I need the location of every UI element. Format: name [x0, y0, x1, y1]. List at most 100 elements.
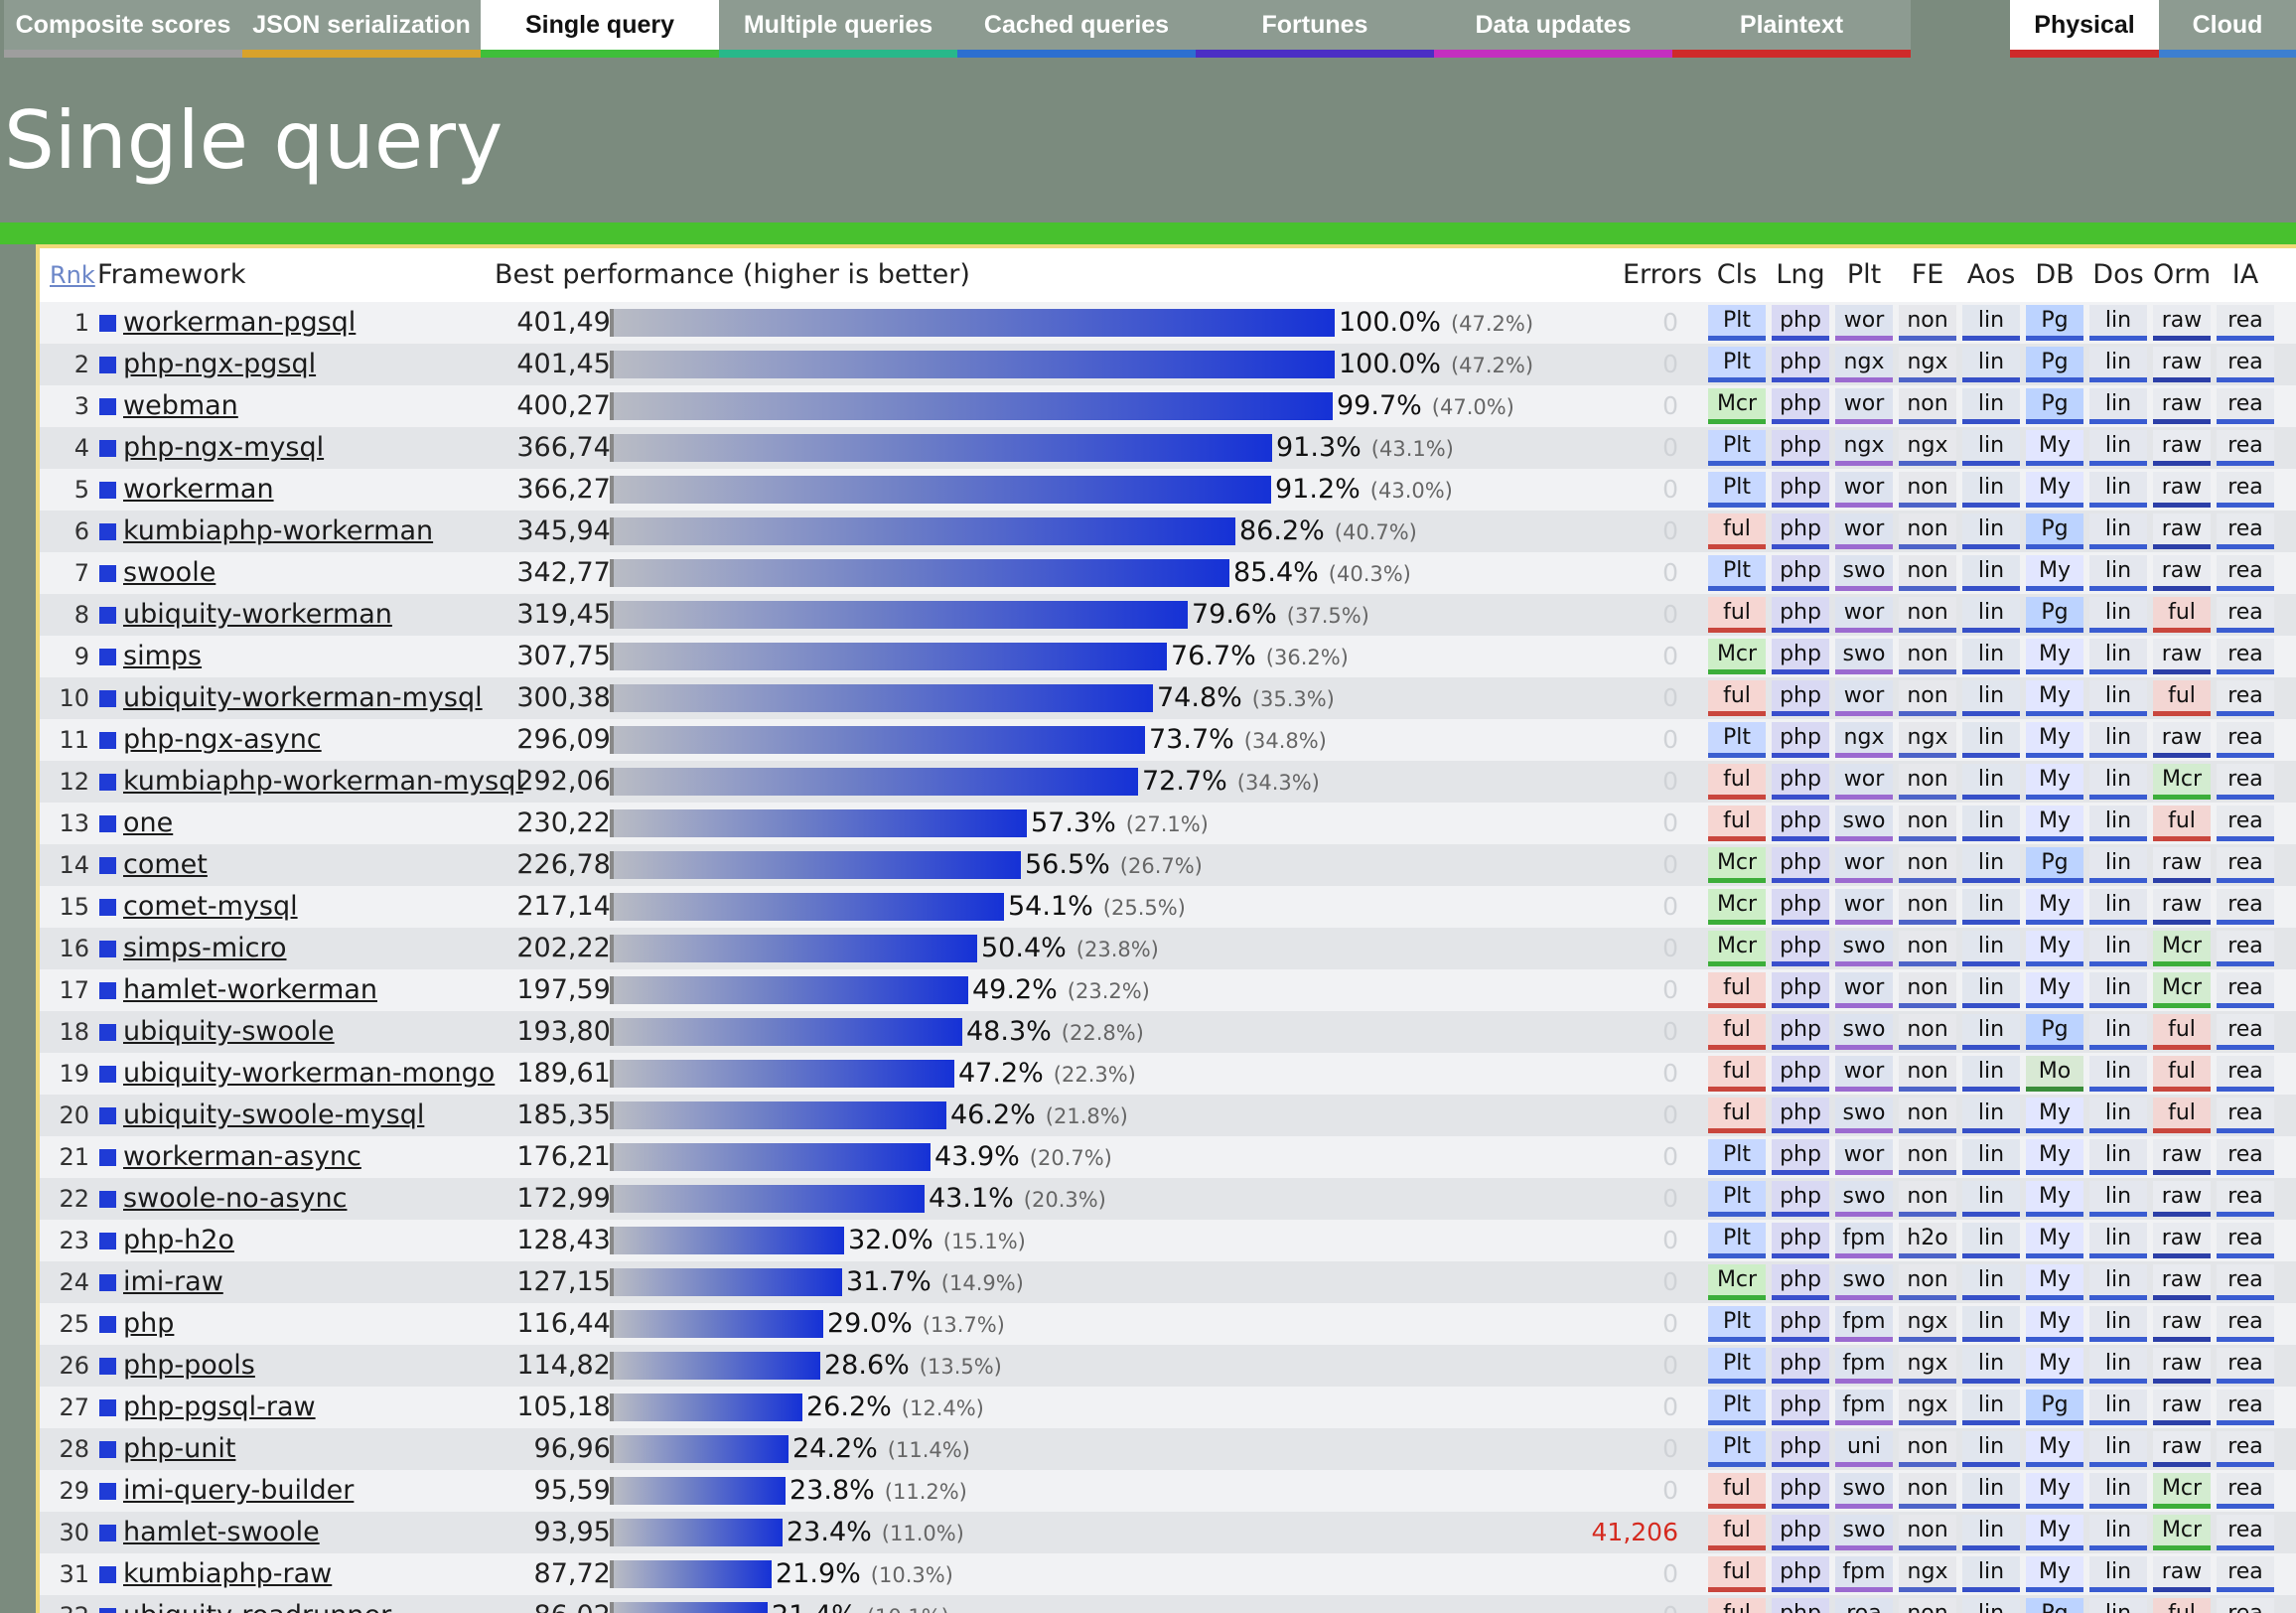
fe-tag: h2o	[1899, 1223, 1956, 1258]
framework-link[interactable]: php-pools	[123, 1350, 255, 1381]
performance-label: 23.8% (11.2%)	[789, 1470, 967, 1512]
framework-link[interactable]: kumbiaphp-workerman	[123, 515, 434, 546]
performance-label: 57.3% (27.1%)	[1031, 803, 1209, 844]
rank-cell: 5	[73, 476, 89, 504]
framework-link[interactable]: one	[123, 807, 174, 838]
tab-composite-scores[interactable]: Composite scores	[4, 0, 242, 58]
tab-json-serialization[interactable]: JSON serialization	[242, 0, 481, 58]
framework-link[interactable]: kumbiaphp-raw	[123, 1558, 333, 1589]
framework-link[interactable]: hamlet-swoole	[123, 1517, 320, 1547]
fe-tag: non	[1899, 764, 1956, 800]
fe-tag: non	[1899, 1473, 1956, 1509]
framework-link[interactable]: ubiquity-swoole-mysql	[123, 1100, 425, 1130]
errors-cell: 41,206	[1591, 1518, 1678, 1546]
plt-tag: swo	[1835, 555, 1893, 591]
performance-bar	[610, 726, 1145, 754]
framework-link[interactable]: ubiquity-swoole	[123, 1016, 335, 1047]
framework-link[interactable]: comet-mysql	[123, 891, 298, 922]
fe-tag: ngx	[1899, 1348, 1956, 1384]
framework-link[interactable]: hamlet-workerman	[123, 974, 377, 1005]
cls-tag: Plt	[1708, 430, 1766, 466]
lng-tag: php	[1772, 847, 1829, 883]
percent-of-best: 85.4%	[1233, 557, 1319, 588]
framework-link[interactable]: imi-raw	[123, 1266, 223, 1297]
performance-bar	[610, 517, 1235, 545]
performance-bar	[610, 1477, 786, 1505]
tab-single-query[interactable]: Single query	[481, 0, 719, 58]
rps-value: 87,729	[533, 1558, 628, 1589]
orm-tag: ful	[2153, 1598, 2211, 1613]
db-tag: My	[2026, 1473, 2083, 1509]
framework-link[interactable]: workerman-async	[123, 1141, 361, 1172]
aos-tag: lin	[1962, 1098, 2020, 1133]
framework-link[interactable]: simps	[123, 641, 203, 671]
framework-color-swatch	[99, 1608, 116, 1613]
performance-bar	[610, 1227, 844, 1254]
lng-tag: php	[1772, 680, 1829, 716]
tab-plaintext[interactable]: Plaintext	[1672, 0, 1911, 58]
framework-link[interactable]: php-ngx-mysql	[123, 432, 325, 463]
rps-value: 202,227	[516, 933, 628, 963]
errors-cell: 0	[1662, 767, 1678, 796]
framework-link[interactable]: webman	[123, 390, 238, 421]
framework-link[interactable]: imi-query-builder	[123, 1475, 355, 1506]
framework-link[interactable]: php	[123, 1308, 175, 1339]
framework-link[interactable]: ubiquity-workerman-mysql	[123, 682, 483, 713]
framework-link[interactable]: simps-micro	[123, 933, 287, 963]
rps-value: 345,944	[516, 515, 628, 546]
framework-link[interactable]: php-ngx-async	[123, 724, 322, 755]
performance-label: 100.0% (47.2%)	[1339, 302, 1533, 344]
framework-link[interactable]: workerman	[123, 474, 274, 505]
rps-value: 128,437	[516, 1225, 628, 1255]
performance-label: 76.7% (36.2%)	[1171, 636, 1349, 677]
performance-bar	[610, 1602, 768, 1613]
orm-tag: raw	[2153, 1223, 2211, 1258]
performance-label: 72.7% (34.3%)	[1142, 761, 1320, 803]
rps-value: 230,226	[516, 807, 628, 838]
tab-multiple-queries[interactable]: Multiple queries	[719, 0, 957, 58]
fe-tag: non	[1899, 847, 1956, 883]
framework-link[interactable]: php-h2o	[123, 1225, 234, 1255]
framework-color-swatch	[99, 1233, 116, 1249]
relative-percent: (21.8%)	[1045, 1104, 1128, 1128]
framework-link[interactable]: comet	[123, 849, 208, 880]
performance-label: 21.4% (10.1%)	[772, 1595, 949, 1613]
framework-link[interactable]: php-pgsql-raw	[123, 1392, 316, 1422]
framework-link[interactable]: kumbiaphp-workerman-mysql	[123, 766, 523, 797]
fe-tag: non	[1899, 305, 1956, 341]
orm-tag: raw	[2153, 1306, 2211, 1342]
framework-link[interactable]: ubiquity-roadrunner	[123, 1595, 391, 1613]
performance-bar	[610, 893, 1004, 921]
dos-tag: lin	[2089, 1515, 2147, 1550]
framework-link[interactable]: php-unit	[123, 1433, 236, 1464]
percent-of-best: 21.4%	[772, 1600, 857, 1613]
framework-link[interactable]: swoole-no-async	[123, 1183, 348, 1214]
performance-label: 23.4% (11.0%)	[787, 1512, 964, 1553]
orm-tag: raw	[2153, 555, 2211, 591]
tab-cloud[interactable]: Cloud	[2159, 0, 2296, 58]
framework-link[interactable]: ubiquity-workerman	[123, 599, 392, 630]
ia-tag: rea	[2217, 597, 2274, 633]
percent-of-best: 74.8%	[1157, 682, 1242, 713]
plt-tag: wor	[1835, 513, 1893, 549]
errors-cell: 0	[1662, 1017, 1678, 1046]
plt-tag: fpm	[1835, 1306, 1893, 1342]
framework-link[interactable]: ubiquity-workerman-mongo	[123, 1058, 496, 1089]
tab-data-updates[interactable]: Data updates	[1434, 0, 1672, 58]
header-rank[interactable]: Rnk	[50, 261, 95, 289]
framework-link[interactable]: php-ngx-pgsql	[123, 349, 317, 379]
tab-physical[interactable]: Physical	[2010, 0, 2159, 58]
performance-bar	[610, 1018, 962, 1046]
ia-tag: rea	[2217, 472, 2274, 508]
framework-link[interactable]: workerman-pgsql	[123, 307, 357, 338]
framework-link[interactable]: swoole	[123, 557, 216, 588]
rps-value: 86,026	[497, 1595, 628, 1613]
table-row: 30 hamlet-swoole 93,953 23.4% (11.0%) 41,206 f…	[40, 1512, 2296, 1553]
db-tag: My	[2026, 764, 2083, 800]
dos-tag: lin	[2089, 1556, 2147, 1592]
tab-cached-queries[interactable]: Cached queries	[957, 0, 1196, 58]
rank-cell: 27	[59, 1393, 89, 1421]
dos-tag: lin	[2089, 764, 2147, 800]
tab-fortunes[interactable]: Fortunes	[1196, 0, 1434, 58]
errors-cell: 0	[1529, 1595, 1678, 1613]
